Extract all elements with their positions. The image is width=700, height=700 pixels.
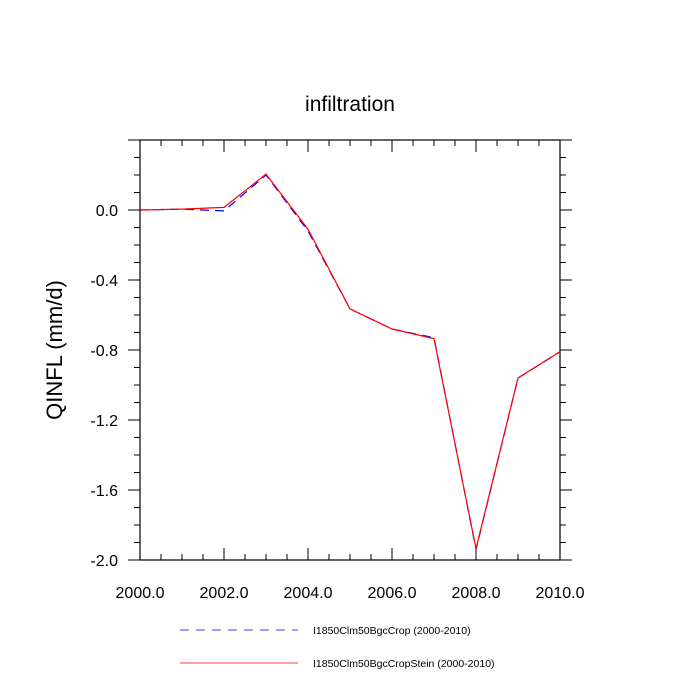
y-tick-label: -2.0	[90, 553, 118, 570]
y-axis-label: QINFL (mm/d)	[42, 280, 67, 420]
x-tick-label: 2000.0	[116, 585, 165, 602]
y-tick-label: -0.8	[90, 343, 118, 360]
axis-tick-labels: 2000.0 2002.0 2004.0 2006.0 2008.0 2010.0 0.0 -…	[90, 203, 584, 602]
legend: I1850Clm50BgcCrop (2000-2010) I1850Clm50…	[180, 625, 495, 670]
chart-title: infiltration	[305, 93, 395, 116]
x-tick-label: 2004.0	[284, 585, 333, 602]
axis-ticks	[128, 139, 572, 561]
series-lines	[139, 173, 561, 550]
y-tick-label: -0.4	[90, 273, 118, 290]
plot-frame	[139, 139, 561, 561]
x-tick-label: 2010.0	[536, 585, 585, 602]
legend-label-crop-stein: I1850Clm50BgcCropStein (2000-2010)	[313, 658, 495, 670]
x-tick-label: 2006.0	[368, 585, 417, 602]
y-tick-label: 0.0	[96, 203, 118, 220]
y-tick-label: -1.2	[90, 413, 118, 430]
x-tick-label: 2002.0	[200, 585, 249, 602]
series-line-crop-stein	[139, 173, 561, 549]
plot-border	[139, 139, 561, 561]
x-tick-label: 2008.0	[452, 585, 501, 602]
series-line-crop	[139, 174, 561, 550]
y-tick-label: -1.6	[90, 483, 118, 500]
legend-label-crop: I1850Clm50BgcCrop (2000-2010)	[313, 625, 471, 637]
